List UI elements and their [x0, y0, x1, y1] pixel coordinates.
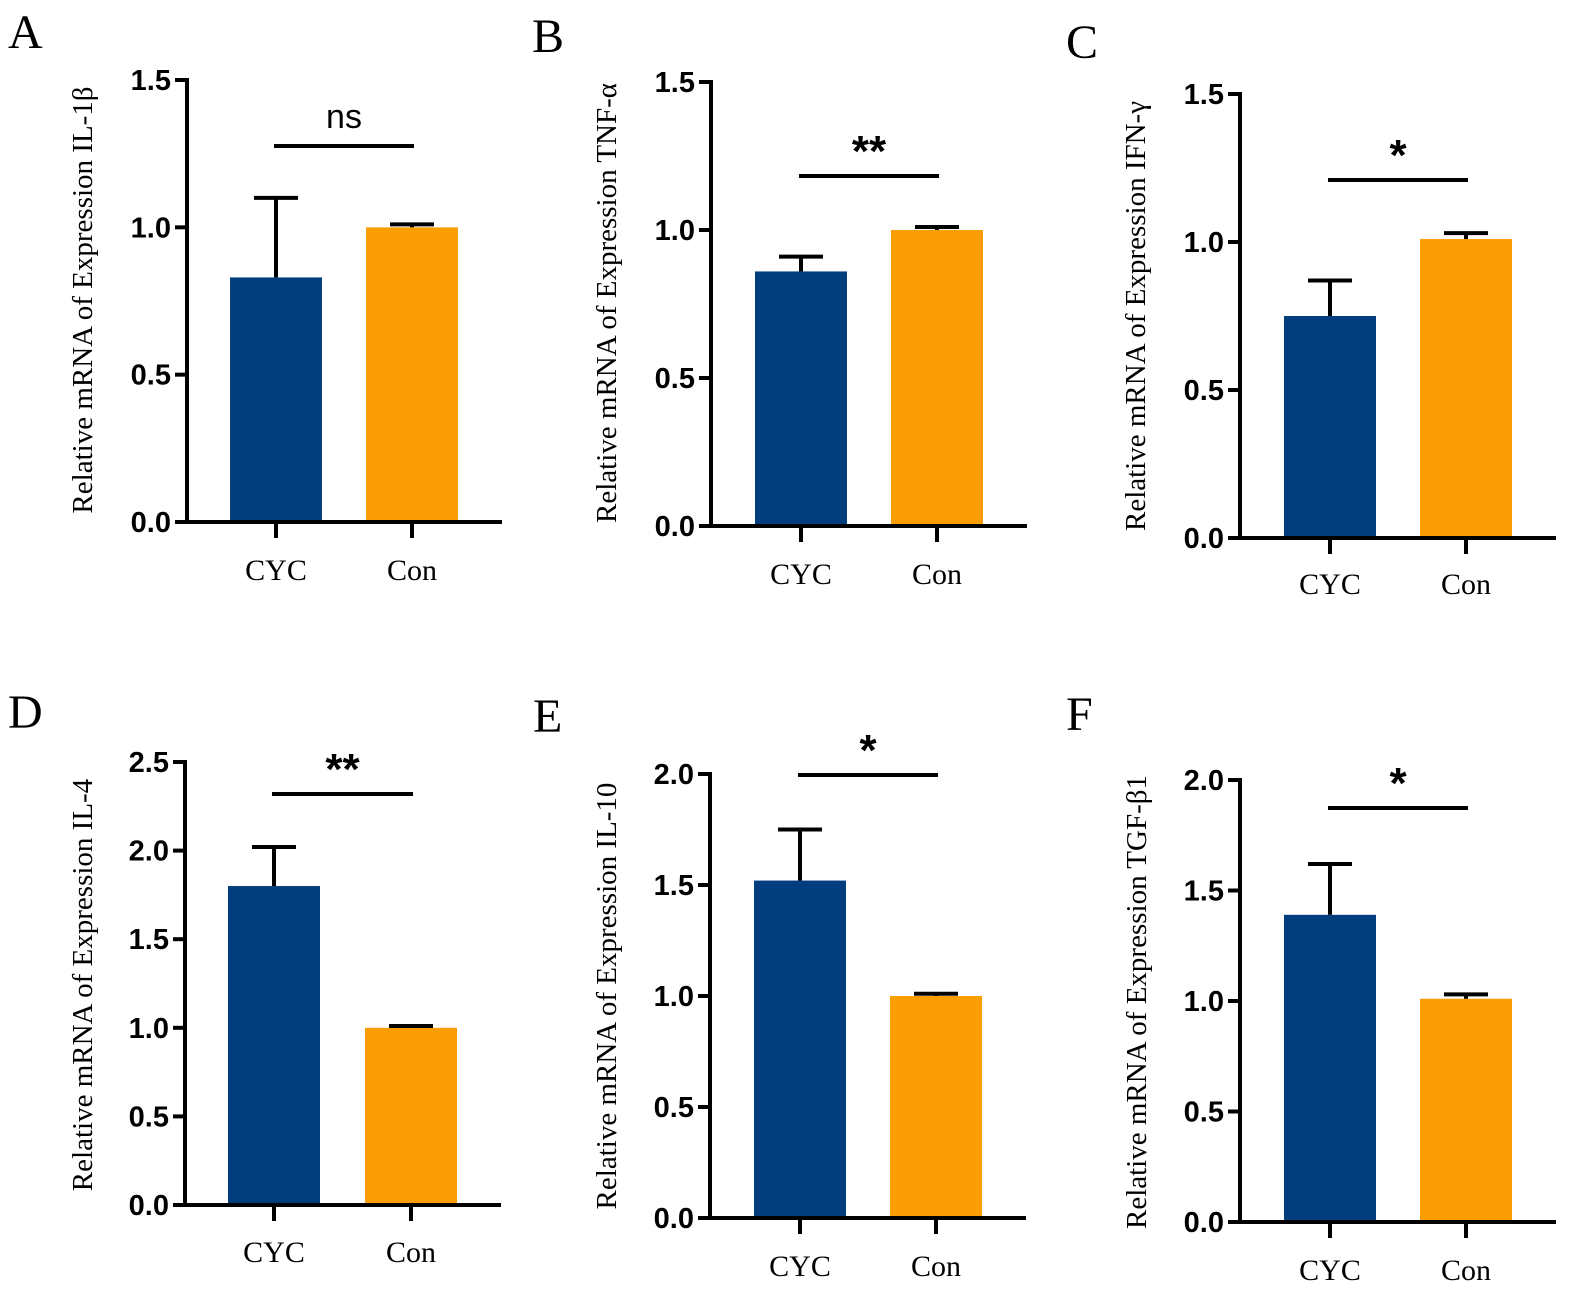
bar-con — [1420, 998, 1512, 1222]
y-tick-label: 0.0 — [655, 511, 695, 543]
significance-label: * — [1389, 759, 1407, 808]
category-label-con: Con — [387, 554, 437, 587]
bar-cyc — [755, 271, 847, 526]
y-tick-label: 0.5 — [129, 1101, 169, 1133]
y-tick-label: 1.0 — [1184, 227, 1224, 259]
y-tick-label: 1.5 — [131, 65, 171, 97]
significance-label: * — [1389, 131, 1407, 180]
y-tick-label: 2.0 — [654, 759, 694, 791]
bar-con — [366, 227, 458, 523]
chart-panel-c: C Relative mRNA of Expression IFN-γ CYC Con… — [1066, 16, 1556, 601]
category-label-cyc: CYC — [245, 554, 307, 587]
bar-cyc — [1284, 316, 1376, 538]
y-axis-label: Relative mRNA of Expression TGF-β1 — [1121, 775, 1153, 1229]
y-tick-label: 1.0 — [129, 1013, 169, 1045]
y-tick-label: 1.5 — [1184, 79, 1224, 111]
panel-letter: B — [532, 10, 564, 63]
category-label-con: Con — [911, 1250, 961, 1283]
panel-letter: A — [8, 6, 43, 59]
y-tick-label: 0.0 — [654, 1203, 694, 1235]
y-tick-label: 0.5 — [131, 360, 171, 392]
significance-label: * — [859, 726, 877, 775]
y-tick-label: 0.5 — [654, 1092, 694, 1124]
bar-con — [891, 230, 983, 526]
y-axis-label: Relative mRNA of Expression IL-1β — [67, 86, 99, 513]
y-tick-label: 2.5 — [129, 747, 169, 779]
y-tick-label: 0.5 — [655, 363, 695, 395]
category-label-con: Con — [1441, 568, 1491, 601]
y-tick-label: 2.0 — [1184, 765, 1224, 797]
panel-letter: E — [533, 690, 562, 743]
chart-panel-d: D Relative mRNA of Expression IL-4 CYC Con 0… — [8, 686, 501, 1269]
panel-letter: F — [1066, 688, 1093, 741]
y-tick-label: 1.0 — [654, 981, 694, 1013]
bar-cyc — [228, 886, 320, 1205]
bar-cyc — [754, 880, 846, 1218]
category-label-cyc: CYC — [1299, 1254, 1361, 1287]
chart-panel-e: E Relative mRNA of Expression IL-10 CYC Con… — [533, 690, 1026, 1283]
y-axis-label: Relative mRNA of Expression TNF-α — [591, 83, 623, 523]
y-tick-label: 1.5 — [655, 67, 695, 99]
y-tick-label: 0.5 — [1184, 1097, 1224, 1129]
y-tick-label: 1.5 — [1184, 876, 1224, 908]
chart-panel-f: F Relative mRNA of Expression TGF-β1 CYC Co… — [1066, 688, 1556, 1287]
category-label-con: Con — [912, 558, 962, 591]
category-label-cyc: CYC — [243, 1236, 305, 1269]
category-label-con: Con — [1441, 1254, 1491, 1287]
y-tick-label: 0.0 — [1184, 523, 1224, 555]
panel-letter: C — [1066, 16, 1098, 69]
bar-con — [1420, 239, 1512, 539]
category-label-con: Con — [386, 1236, 436, 1269]
y-axis-label: Relative mRNA of Expression IL-10 — [591, 783, 623, 1210]
y-tick-label: 1.0 — [131, 212, 171, 244]
category-label-cyc: CYC — [770, 558, 832, 591]
category-label-cyc: CYC — [1299, 568, 1361, 601]
significance-label: ** — [325, 745, 360, 794]
y-tick-label: 2.0 — [129, 836, 169, 868]
y-tick-label: 0.5 — [1184, 375, 1224, 407]
bar-con — [365, 1027, 457, 1205]
category-label-cyc: CYC — [769, 1250, 831, 1283]
y-tick-label: 0.0 — [1184, 1207, 1224, 1239]
y-axis-label: Relative mRNA of Expression IFN-γ — [1120, 101, 1152, 531]
significance-label: ** — [852, 127, 887, 176]
significance-label: ns — [326, 98, 362, 136]
bar-cyc — [1284, 914, 1376, 1222]
bar-cyc — [230, 277, 322, 522]
y-tick-label: 0.0 — [131, 507, 171, 539]
panel-letter: D — [8, 686, 43, 739]
y-tick-label: 1.0 — [1184, 986, 1224, 1018]
y-tick-label: 1.5 — [654, 870, 694, 902]
y-tick-label: 0.0 — [129, 1190, 169, 1222]
y-tick-label: 1.5 — [129, 924, 169, 956]
chart-panel-a: A Relative mRNA of Expression IL-1β CYC Con… — [8, 6, 502, 587]
bar-con — [890, 996, 982, 1218]
y-tick-label: 1.0 — [655, 215, 695, 247]
y-axis-label: Relative mRNA of Expression IL-4 — [67, 778, 99, 1191]
chart-panel-b: B Relative mRNA of Expression TNF-α CYC Con… — [532, 10, 1027, 591]
